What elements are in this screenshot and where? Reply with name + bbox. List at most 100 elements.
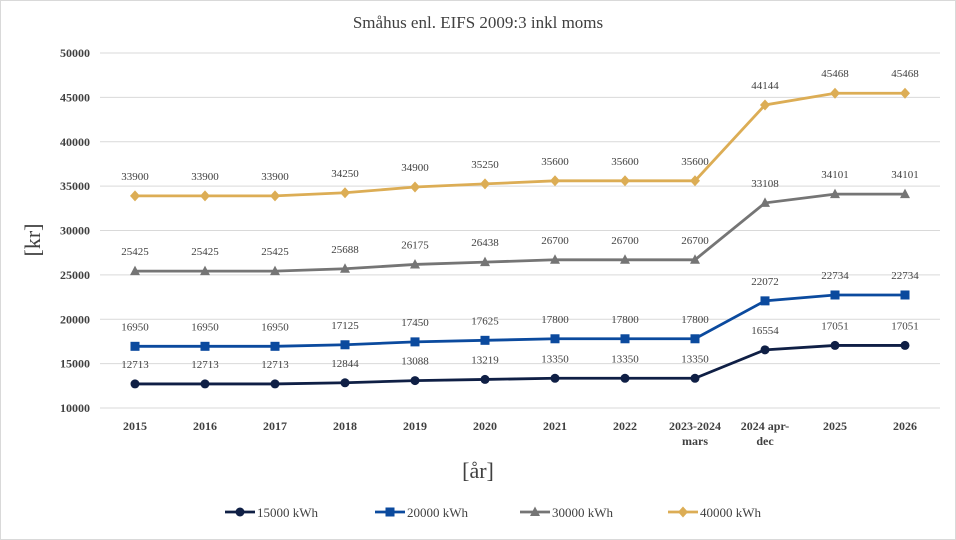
data-point bbox=[270, 341, 280, 351]
data-label: 26700 bbox=[681, 235, 709, 247]
data-label: 35250 bbox=[471, 159, 499, 171]
data-point bbox=[130, 190, 140, 202]
data-point bbox=[270, 265, 280, 276]
data-point bbox=[830, 290, 840, 300]
data-point bbox=[130, 265, 140, 276]
data-point bbox=[340, 340, 350, 350]
series-30000-kWh: 25425 25425 25425 25688 26175 26438 26700 26700… bbox=[121, 169, 919, 276]
data-point bbox=[620, 254, 630, 264]
legend-label: 30000 kWh bbox=[552, 505, 614, 520]
x-tick-label: 2020 bbox=[473, 419, 497, 433]
data-label: 26700 bbox=[611, 235, 639, 247]
data-label: 25425 bbox=[261, 246, 289, 258]
legend-label: 20000 kWh bbox=[407, 505, 469, 520]
data-label: 17125 bbox=[331, 320, 359, 332]
legend-marker bbox=[678, 506, 688, 518]
y-tick-label: 10000 bbox=[60, 401, 90, 415]
series-line bbox=[135, 91, 905, 198]
data-label: 44144 bbox=[751, 80, 779, 92]
data-label: 25688 bbox=[331, 244, 359, 256]
data-label: 22072 bbox=[751, 276, 779, 288]
data-point bbox=[620, 175, 630, 187]
data-label: 12713 bbox=[261, 359, 289, 371]
data-point bbox=[340, 187, 350, 199]
data-label: 13350 bbox=[541, 353, 569, 365]
y-tick-label: 20000 bbox=[60, 312, 90, 326]
y-tick-label: 45000 bbox=[60, 90, 90, 104]
legend-label: 15000 kWh bbox=[257, 505, 319, 520]
x-axis-title: [år] bbox=[462, 458, 494, 483]
data-label: 16950 bbox=[191, 321, 219, 333]
data-point bbox=[900, 188, 910, 199]
x-tick-label: 2019 bbox=[403, 419, 427, 433]
chart-title: Småhus enl. EIFS 2009:3 inkl moms bbox=[353, 13, 603, 32]
data-label: 13219 bbox=[471, 354, 499, 366]
y-tick-label: 30000 bbox=[60, 224, 90, 238]
data-label: 35600 bbox=[541, 156, 569, 168]
series-40000-kWh: 33900 33900 33900 34250 34900 35250 35600 35600… bbox=[121, 68, 919, 202]
data-label: 17051 bbox=[891, 320, 919, 332]
data-label: 22734 bbox=[891, 270, 919, 282]
series-line bbox=[135, 344, 905, 386]
data-label: 13350 bbox=[681, 353, 709, 365]
y-tick-label: 25000 bbox=[60, 268, 90, 282]
data-label: 26175 bbox=[401, 239, 429, 251]
y-axis-title: [kr] bbox=[20, 224, 45, 257]
y-tick-label: 15000 bbox=[60, 357, 90, 371]
data-label: 16950 bbox=[261, 321, 289, 333]
data-point bbox=[270, 190, 280, 202]
data-point bbox=[690, 334, 700, 344]
data-point bbox=[760, 345, 770, 355]
data-label: 17800 bbox=[611, 314, 639, 326]
data-point bbox=[200, 190, 210, 202]
legend-item: 30000 kWh bbox=[520, 505, 614, 520]
data-label: 26700 bbox=[541, 235, 569, 247]
y-tick-label: 35000 bbox=[60, 179, 90, 193]
data-point bbox=[270, 379, 280, 389]
data-point bbox=[760, 197, 770, 207]
data-point bbox=[410, 258, 420, 269]
data-label: 12713 bbox=[121, 359, 149, 371]
series-line bbox=[135, 293, 905, 348]
data-point bbox=[550, 254, 560, 264]
data-label: 35600 bbox=[681, 156, 709, 168]
data-point bbox=[690, 254, 700, 264]
y-tick-label: 50000 bbox=[60, 46, 90, 60]
x-tick-label: 2022 bbox=[613, 419, 637, 433]
data-label: 26438 bbox=[471, 237, 499, 249]
x-tick-label: 2018 bbox=[333, 419, 357, 433]
data-point bbox=[480, 178, 490, 190]
data-label: 34900 bbox=[401, 162, 429, 174]
data-label: 22734 bbox=[821, 270, 849, 282]
data-point bbox=[200, 341, 210, 351]
data-point bbox=[900, 340, 910, 350]
data-point bbox=[410, 376, 420, 386]
data-label: 16950 bbox=[121, 321, 149, 333]
data-label: 13350 bbox=[611, 353, 639, 365]
data-point bbox=[480, 374, 490, 384]
data-point bbox=[200, 265, 210, 276]
data-label: 25425 bbox=[121, 246, 149, 258]
data-point bbox=[690, 373, 700, 383]
data-point bbox=[900, 290, 910, 300]
x-tick-label: 2026 bbox=[893, 419, 917, 433]
data-label: 25425 bbox=[191, 246, 219, 258]
series-15000-kWh: 12713 12713 12713 12844 13088 13219 13350 13350… bbox=[121, 320, 919, 389]
data-point bbox=[550, 175, 560, 187]
data-label: 16554 bbox=[751, 325, 779, 337]
data-label: 45468 bbox=[891, 68, 919, 80]
data-label: 33900 bbox=[121, 171, 149, 183]
data-point bbox=[690, 175, 700, 187]
x-tick-label: 2023-2024 mars bbox=[669, 419, 721, 448]
data-point bbox=[200, 379, 210, 389]
data-point bbox=[480, 335, 490, 345]
x-tick-label: 2021 bbox=[543, 419, 567, 433]
x-tick-label: 2016 bbox=[193, 419, 217, 433]
data-point bbox=[830, 340, 840, 350]
data-point bbox=[410, 337, 420, 347]
data-label: 17800 bbox=[541, 314, 569, 326]
legend-marker bbox=[235, 507, 245, 517]
data-label: 17051 bbox=[821, 320, 849, 332]
data-label: 12713 bbox=[191, 359, 219, 371]
